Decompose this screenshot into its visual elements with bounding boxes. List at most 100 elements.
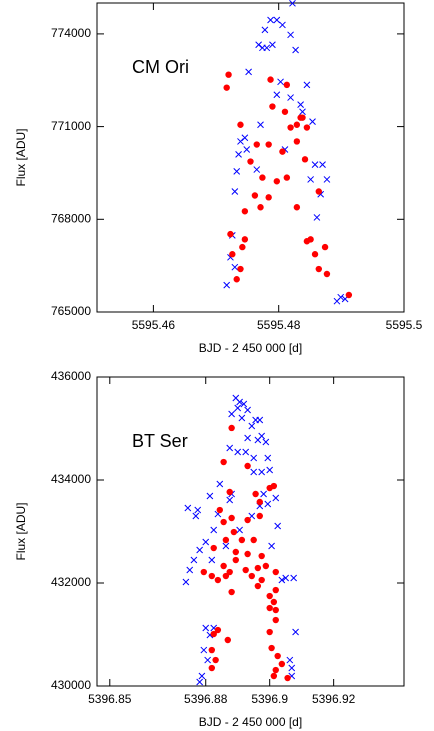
data-point (222, 536, 230, 544)
data-point (225, 71, 232, 78)
x-tick-label: 5595.5 (386, 318, 423, 332)
data-point (200, 646, 208, 654)
data-point (266, 628, 273, 636)
data-point (309, 118, 316, 126)
data-point (241, 236, 249, 243)
data-point (269, 41, 276, 49)
data-point (210, 630, 217, 638)
data-point (204, 656, 212, 664)
data-point (231, 188, 239, 195)
data-point (244, 516, 251, 524)
data-point (250, 468, 258, 476)
data-point (242, 566, 249, 574)
data-point (272, 616, 279, 624)
data-point (210, 526, 218, 534)
data-point (229, 251, 236, 258)
data-point (282, 574, 290, 582)
x-tick-label: 5595.48 (257, 318, 301, 332)
x-axis-label: BJD - 2 450 000 [d] (199, 715, 302, 729)
data-point (210, 544, 217, 552)
data-point (303, 124, 311, 131)
data-point (254, 582, 262, 590)
data-point (278, 660, 286, 668)
data-point (323, 270, 331, 278)
data-point (283, 174, 291, 181)
data-point (224, 636, 231, 644)
data-point (202, 538, 210, 546)
y-axis-label: Flux [ADU] (14, 502, 28, 560)
y-axis-label: Flux [ADU] (14, 128, 28, 186)
data-point (234, 448, 242, 456)
data-point (287, 94, 294, 101)
data-point (235, 151, 242, 158)
data-point (252, 490, 259, 498)
data-point (256, 498, 263, 506)
data-point (208, 556, 216, 564)
data-point (237, 138, 244, 145)
data-point (299, 108, 306, 116)
data-point (279, 21, 286, 29)
data-point (227, 230, 234, 238)
data-point (253, 141, 260, 148)
data-point (267, 16, 274, 24)
data-point (238, 536, 246, 544)
data-point (257, 204, 264, 211)
data-point (323, 176, 331, 183)
data-point (273, 91, 281, 99)
data-point (290, 574, 298, 582)
data-point (238, 414, 246, 422)
y-tick-label: 771000 (51, 119, 91, 133)
plot-frame (96, 376, 405, 687)
data-point (264, 500, 272, 508)
data-point (315, 265, 322, 273)
data-point (281, 108, 289, 115)
data-point (279, 148, 286, 155)
data-point (182, 578, 190, 586)
data-point (214, 626, 222, 634)
data-point (247, 158, 254, 165)
data-point (228, 424, 235, 432)
data-point (236, 398, 243, 406)
data-point (273, 16, 281, 24)
data-point (311, 161, 319, 168)
data-point (243, 146, 251, 153)
data-point (266, 466, 274, 474)
x-tick-label: 5595.46 (132, 318, 176, 332)
data-point (286, 656, 294, 664)
annotation: CM Ori (132, 57, 189, 77)
data-point (293, 121, 301, 128)
data-point (226, 488, 233, 496)
y-tick-label: 430000 (51, 678, 91, 692)
data-point (262, 438, 270, 446)
data-point (254, 436, 262, 444)
data-point (206, 492, 214, 500)
data-point (248, 572, 255, 580)
data-point (288, 664, 296, 672)
data-point (272, 568, 279, 576)
data-point (226, 496, 234, 504)
y-tick-label: 765000 (51, 304, 91, 318)
data-point (265, 141, 272, 148)
data-point (260, 490, 267, 498)
data-point (230, 528, 238, 536)
data-point (265, 194, 272, 201)
data-point (228, 410, 235, 418)
data-point (272, 606, 279, 614)
data-point (233, 168, 241, 175)
data-point (196, 678, 204, 686)
data-point (198, 672, 206, 680)
data-point (233, 276, 240, 283)
data-point (266, 484, 273, 492)
data-point (254, 564, 262, 572)
data-point (223, 281, 231, 289)
data-point (244, 406, 251, 414)
data-point (345, 291, 353, 299)
data-point (190, 556, 198, 564)
data-point (319, 161, 326, 168)
data-point (284, 674, 291, 682)
data-point (208, 664, 216, 672)
data-point (236, 526, 243, 534)
data-point (278, 576, 286, 584)
data-point (262, 562, 270, 570)
data-point (257, 121, 264, 129)
